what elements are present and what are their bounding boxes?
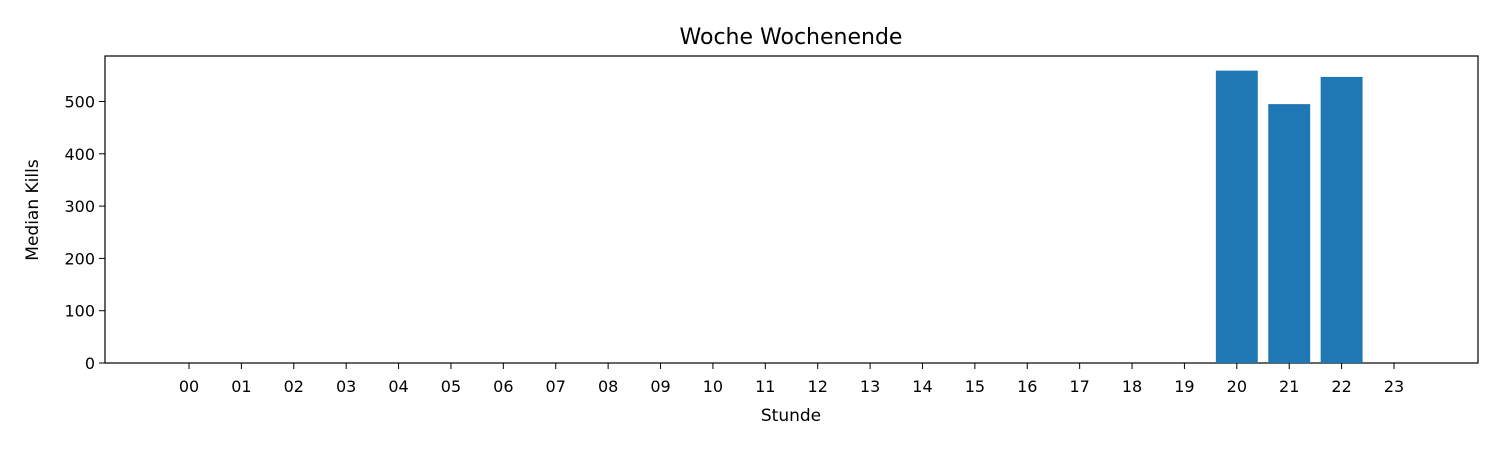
- bar-20: [1215, 70, 1258, 363]
- y-tick-label: 300: [64, 197, 95, 216]
- x-tick-label: 18: [1122, 377, 1142, 396]
- x-tick-label: 03: [336, 377, 356, 396]
- y-tick-label: 500: [64, 93, 95, 112]
- y-tick-label: 200: [64, 249, 95, 268]
- bars-group: [1215, 70, 1363, 364]
- x-tick-label: 07: [546, 377, 566, 396]
- x-tick-label: 04: [388, 377, 408, 396]
- x-tick-label: 12: [808, 377, 828, 396]
- x-tick-label: 10: [703, 377, 723, 396]
- y-ticks-group: 0 100 200 300 400 500: [64, 93, 105, 373]
- bar-21: [1268, 104, 1311, 364]
- y-tick-label: 400: [64, 145, 95, 164]
- x-axis-label: Stunde: [761, 406, 821, 426]
- x-tick-label: 02: [284, 377, 304, 396]
- x-tick-label: 16: [1017, 377, 1037, 396]
- x-ticks-group: 00 01 02 03 04 05 06 07 08 09 10 11 12 13 14 15 16 17 18 19…: [179, 363, 1404, 396]
- x-tick-label: 06: [493, 377, 513, 396]
- x-tick-label: 09: [650, 377, 670, 396]
- x-tick-label: 20: [1227, 377, 1247, 396]
- x-tick-label: 14: [912, 377, 932, 396]
- x-tick-label: 08: [598, 377, 618, 396]
- x-tick-label: 17: [1069, 377, 1089, 396]
- x-tick-label: 22: [1331, 377, 1351, 396]
- plot-frame: [104, 55, 1479, 364]
- x-tick-label: 01: [231, 377, 251, 396]
- y-tick-label: 100: [64, 302, 95, 321]
- x-tick-label: 21: [1279, 377, 1299, 396]
- chart-title: Woche Wochenende: [680, 25, 903, 50]
- x-tick-label: 23: [1384, 377, 1404, 396]
- x-tick-label: 11: [755, 377, 775, 396]
- x-tick-label: 05: [441, 377, 461, 396]
- x-tick-label: 19: [1174, 377, 1194, 396]
- bar-22: [1320, 76, 1363, 364]
- x-tick-label: 00: [179, 377, 199, 396]
- y-axis-label: Median Kills: [23, 159, 43, 261]
- x-tick-label: 15: [965, 377, 985, 396]
- y-tick-label: 0: [85, 354, 95, 373]
- x-tick-label: 13: [860, 377, 880, 396]
